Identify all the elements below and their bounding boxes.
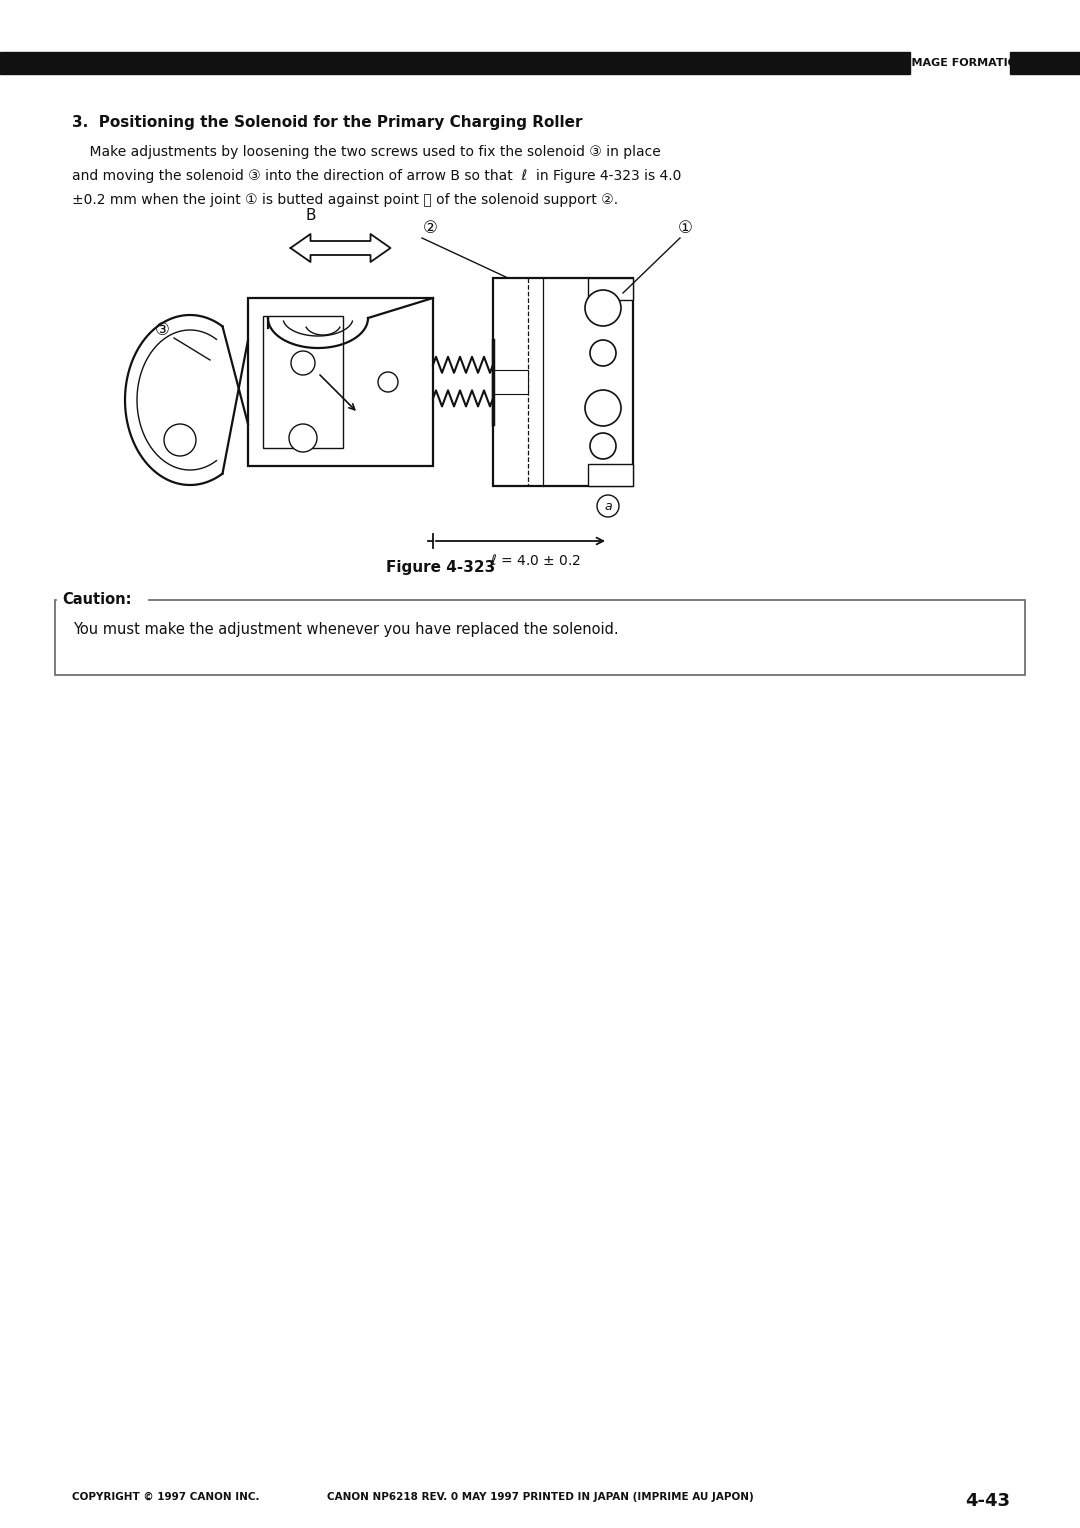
Text: and moving the solenoid ③ into the direction of arrow B so that  ℓ  in Figure 4-: and moving the solenoid ③ into the direc… (72, 170, 681, 183)
Text: ±0.2 mm when the joint ① is butted against point ⓐ of the solenoid support ②.: ±0.2 mm when the joint ① is butted again… (72, 193, 618, 206)
Bar (588, 278, 633, 299)
Bar (588, 465, 633, 486)
Text: B: B (306, 208, 315, 223)
Circle shape (289, 423, 318, 452)
Text: Figure 4-323: Figure 4-323 (386, 559, 495, 575)
Bar (492, 370, 528, 394)
Bar (0, 52, 910, 73)
Bar (57, 597, 147, 604)
Circle shape (291, 351, 315, 374)
Circle shape (585, 390, 621, 426)
Text: Make adjustments by loosening the two screws used to fix the solenoid ③ in place: Make adjustments by loosening the two sc… (72, 145, 661, 159)
Bar (55, 601, 1025, 675)
Text: ③: ③ (154, 321, 170, 339)
Text: COPYRIGHT © 1997 CANON INC.: COPYRIGHT © 1997 CANON INC. (72, 1491, 259, 1502)
Bar (264, 316, 343, 448)
Text: Caution:: Caution: (62, 593, 132, 608)
Text: ①: ① (677, 219, 692, 237)
Text: CANON NP6218 REV. 0 MAY 1997 PRINTED IN JAPAN (IMPRIME AU JAPON): CANON NP6218 REV. 0 MAY 1997 PRINTED IN … (326, 1491, 754, 1502)
Circle shape (590, 341, 616, 367)
Bar (1010, 52, 1080, 73)
Text: 4-43: 4-43 (966, 1491, 1010, 1510)
Text: ②: ② (422, 219, 437, 237)
Circle shape (378, 371, 399, 393)
Circle shape (597, 495, 619, 516)
Circle shape (585, 290, 621, 325)
Text: CHAPTER 4  IMAGE FORMATION SYSTEM: CHAPTER 4 IMAGE FORMATION SYSTEM (829, 58, 1080, 69)
Text: 3.  Positioning the Solenoid for the Primary Charging Roller: 3. Positioning the Solenoid for the Prim… (72, 115, 582, 130)
Bar (248, 298, 433, 466)
Text: $\ell$ = 4.0 ± 0.2: $\ell$ = 4.0 ± 0.2 (490, 553, 581, 568)
Circle shape (164, 423, 195, 455)
Bar (492, 278, 633, 486)
Text: You must make the adjustment whenever you have replaced the solenoid.: You must make the adjustment whenever yo… (73, 622, 619, 637)
Circle shape (590, 432, 616, 458)
Text: a: a (604, 500, 611, 512)
